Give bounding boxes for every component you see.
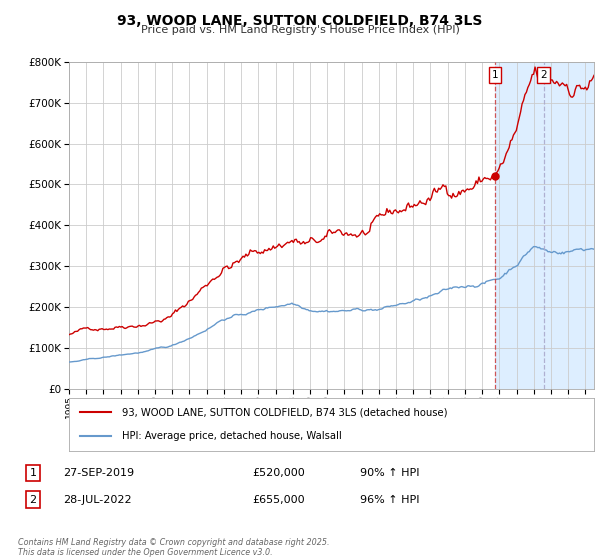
Text: Price paid vs. HM Land Registry's House Price Index (HPI): Price paid vs. HM Land Registry's House … (140, 25, 460, 35)
Text: 2: 2 (29, 494, 37, 505)
Text: Contains HM Land Registry data © Crown copyright and database right 2025.
This d: Contains HM Land Registry data © Crown c… (18, 538, 329, 557)
Text: 1: 1 (491, 70, 498, 80)
Text: 27-SEP-2019: 27-SEP-2019 (63, 468, 134, 478)
Text: 28-JUL-2022: 28-JUL-2022 (63, 494, 131, 505)
Text: 93, WOOD LANE, SUTTON COLDFIELD, B74 3LS (detached house): 93, WOOD LANE, SUTTON COLDFIELD, B74 3LS… (121, 408, 447, 418)
Text: 93, WOOD LANE, SUTTON COLDFIELD, B74 3LS: 93, WOOD LANE, SUTTON COLDFIELD, B74 3LS (118, 14, 482, 28)
Text: 96% ↑ HPI: 96% ↑ HPI (360, 494, 419, 505)
Text: £520,000: £520,000 (252, 468, 305, 478)
Text: £655,000: £655,000 (252, 494, 305, 505)
Text: HPI: Average price, detached house, Walsall: HPI: Average price, detached house, Wals… (121, 431, 341, 441)
Text: 2: 2 (540, 70, 547, 80)
Text: 90% ↑ HPI: 90% ↑ HPI (360, 468, 419, 478)
Bar (495, 62, 594, 389)
Text: 1: 1 (29, 468, 37, 478)
